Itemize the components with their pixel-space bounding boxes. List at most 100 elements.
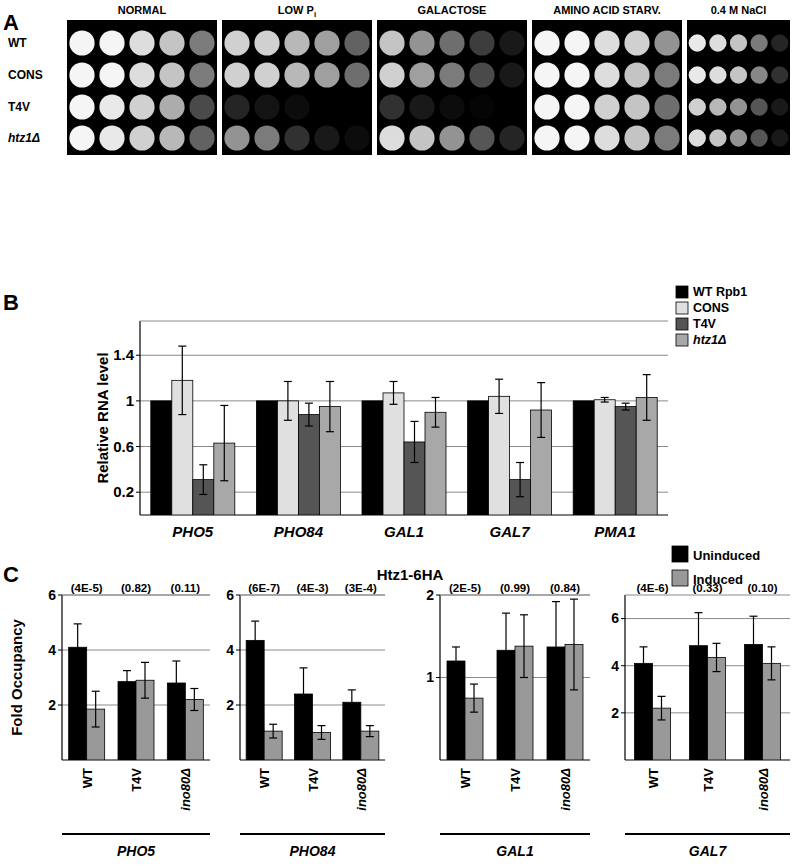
category-label: PHO5 <box>172 523 214 540</box>
error-line <box>455 647 456 675</box>
grid-line <box>625 618 790 619</box>
error-line <box>646 375 647 421</box>
colony-spot <box>534 62 559 87</box>
error-cap <box>123 692 131 693</box>
error-bar <box>366 726 374 737</box>
error-cap <box>643 420 651 421</box>
y-axis <box>139 321 140 515</box>
plate-image <box>377 20 527 155</box>
colony-spot <box>709 66 726 83</box>
error-cap <box>74 670 82 671</box>
condition-title-text: LOW P <box>278 4 314 16</box>
error-cap <box>520 677 528 678</box>
error-cap <box>326 431 334 432</box>
colony-spot <box>564 30 589 55</box>
colony-spot <box>379 30 404 55</box>
colony-spot <box>469 125 494 150</box>
error-cap <box>622 409 630 410</box>
error-cap <box>172 660 180 661</box>
colony-spot <box>534 94 559 119</box>
colony-spot <box>654 62 679 87</box>
error-bar <box>269 724 277 738</box>
error-line <box>519 463 520 497</box>
colony-spot <box>344 94 369 119</box>
error-bar <box>622 403 630 410</box>
error-line <box>716 643 717 671</box>
error-bar <box>452 647 460 675</box>
colony-spot <box>99 62 124 87</box>
error-cap <box>502 613 510 614</box>
tick-label: 1 <box>126 392 134 409</box>
colony-spot <box>654 30 679 55</box>
category-label: T4V <box>306 768 321 792</box>
colony-spot <box>224 94 249 119</box>
error-cap <box>432 397 440 398</box>
colony-spot <box>409 30 434 55</box>
error-cap <box>570 689 578 690</box>
error-bar <box>695 613 703 679</box>
y-label: Fold Occupancy <box>8 619 25 736</box>
colony-spot <box>750 34 767 51</box>
range-top <box>62 595 210 596</box>
tick-label: 6 <box>226 587 234 603</box>
colony-spot <box>624 94 649 119</box>
error-bar <box>74 624 82 671</box>
colony-spot <box>284 30 309 55</box>
colony-spot <box>439 125 464 150</box>
error-line <box>753 616 754 673</box>
y-axis <box>61 595 62 760</box>
tick-label: 4 <box>611 658 619 674</box>
error-bar <box>520 615 528 678</box>
error-bar <box>640 647 648 680</box>
colony-spot <box>189 94 214 119</box>
error-line <box>555 602 556 693</box>
error-cap <box>366 736 374 737</box>
legend-label: CONS <box>693 301 729 315</box>
condition-title: NORMAL <box>118 4 167 16</box>
error-cap <box>452 646 460 647</box>
colony-spot <box>594 94 619 119</box>
legend-swatch <box>676 334 688 346</box>
error-line <box>144 662 145 698</box>
colony-spot <box>379 94 404 119</box>
colony-spot <box>624 30 649 55</box>
colony-spot <box>499 125 524 150</box>
plate-image <box>222 20 372 155</box>
colony-spot <box>314 30 339 55</box>
p-value: (4E-5) <box>71 582 103 594</box>
condition-title-text: 0.4 M NaCl <box>711 4 767 16</box>
colony-spot <box>99 125 124 150</box>
error-cap <box>537 437 545 438</box>
error-bar <box>141 662 149 698</box>
error-cap <box>768 646 776 647</box>
error-line <box>321 726 322 740</box>
tick-label: 6 <box>611 610 619 626</box>
colony-spot <box>689 129 706 146</box>
error-cap <box>141 662 149 663</box>
error-bar <box>495 379 503 413</box>
error-bar <box>411 421 419 462</box>
colony-spot <box>564 94 589 119</box>
category-label: ino80Δ <box>178 768 193 811</box>
error-cap <box>172 704 180 705</box>
error-cap <box>552 692 560 693</box>
colony-spot <box>624 62 649 87</box>
colony-spot <box>730 66 747 83</box>
p-value: (0.11) <box>171 582 201 594</box>
legend-swatch <box>672 570 688 586</box>
error-cap <box>601 401 609 402</box>
bars <box>635 613 781 760</box>
colony-spot <box>69 94 94 119</box>
error-bar <box>570 599 578 690</box>
colony-spot <box>344 125 369 150</box>
bar <box>256 401 277 515</box>
colony-spot <box>69 125 94 150</box>
tick-label: 4 <box>226 642 234 658</box>
error-cap <box>411 462 419 463</box>
error-cap <box>452 674 460 675</box>
grid-line <box>62 595 210 596</box>
colony-spot <box>189 30 214 55</box>
grid-line <box>440 595 590 596</box>
error-cap <box>495 413 503 414</box>
error-line <box>604 397 605 402</box>
